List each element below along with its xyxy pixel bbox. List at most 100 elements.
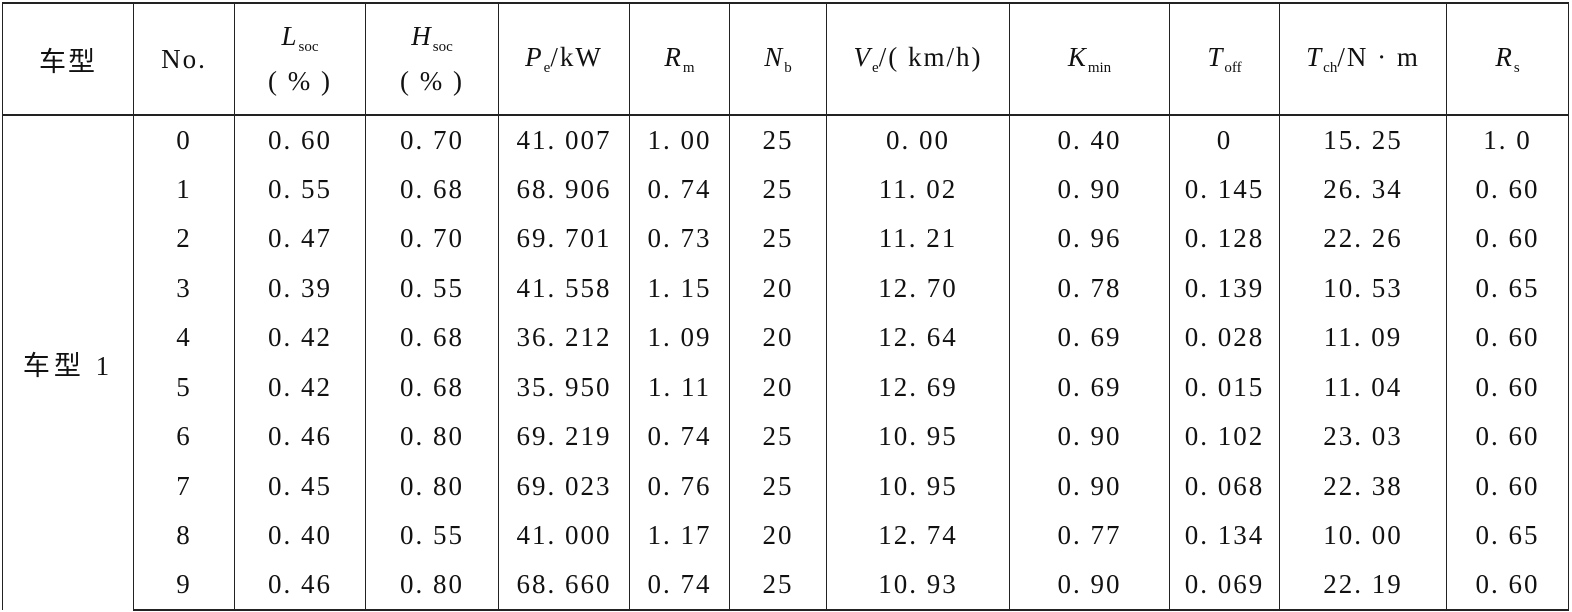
table-row: 7 0. 45 0. 80 69. 023 0. 76 25 10. 95 0. 90 0. 0… <box>3 461 1569 511</box>
cell-rm: 0. 73 <box>629 214 730 264</box>
cell-toff: 0. 028 <box>1169 313 1280 363</box>
cell-toff: 0. 069 <box>1169 560 1280 611</box>
cell-pe: 35. 950 <box>498 362 630 412</box>
cell-lsoc: 0. 55 <box>234 164 366 214</box>
cell-pe: 69. 701 <box>498 214 630 264</box>
table-row: 6 0. 46 0. 80 69. 219 0. 74 25 10. 95 0. 90 0. 1… <box>3 412 1569 462</box>
cell-toff: 0. 068 <box>1169 461 1280 511</box>
cell-pe: 69. 219 <box>498 412 630 462</box>
header-lsoc-unit: ( % ) <box>268 66 332 96</box>
cell-lsoc: 0. 47 <box>234 214 366 264</box>
cell-ve: 11. 21 <box>826 214 1010 264</box>
cell-nb: 25 <box>729 412 827 462</box>
cell-no: 8 <box>133 511 235 561</box>
cell-rs: 0. 65 <box>1446 511 1569 561</box>
cell-pe: 68. 660 <box>498 560 630 611</box>
cell-nb: 20 <box>729 511 827 561</box>
cell-tch: 11. 09 <box>1279 313 1447 363</box>
cell-toff: 0. 102 <box>1169 412 1280 462</box>
cell-hsoc: 0. 70 <box>365 214 499 264</box>
header-kmin-symbol: K <box>1067 41 1086 72</box>
table-row: 5 0. 42 0. 68 35. 950 1. 11 20 12. 69 0. 69 0. 0… <box>3 362 1569 412</box>
cell-tch: 26. 34 <box>1279 164 1447 214</box>
cell-rm: 1. 00 <box>629 115 730 165</box>
cell-kmin: 0. 78 <box>1009 263 1170 313</box>
cell-rm: 1. 15 <box>629 263 730 313</box>
cell-rs: 0. 60 <box>1446 214 1569 264</box>
cell-hsoc: 0. 55 <box>365 263 499 313</box>
cell-lsoc: 0. 45 <box>234 461 366 511</box>
table-row: 2 0. 47 0. 70 69. 701 0. 73 25 11. 21 0. 96 0. 1… <box>3 214 1569 264</box>
table-row: 4 0. 42 0. 68 36. 212 1. 09 20 12. 64 0. 69 0. 0… <box>3 313 1569 363</box>
cell-toff: 0. 139 <box>1169 263 1280 313</box>
cell-pe: 68. 906 <box>498 164 630 214</box>
cell-lsoc: 0. 42 <box>234 313 366 363</box>
cell-toff: 0. 015 <box>1169 362 1280 412</box>
cell-nb: 25 <box>729 214 827 264</box>
header-ve-symbol: V <box>853 41 871 72</box>
cell-rs: 1. 0 <box>1446 115 1569 165</box>
header-hsoc-unit: ( % ) <box>400 66 464 96</box>
cell-nb: 20 <box>729 313 827 363</box>
cell-toff: 0. 134 <box>1169 511 1280 561</box>
cell-tch: 22. 38 <box>1279 461 1447 511</box>
cell-kmin: 0. 96 <box>1009 214 1170 264</box>
cell-pe: 36. 212 <box>498 313 630 363</box>
cell-tch: 23. 03 <box>1279 412 1447 462</box>
cell-pe: 41. 558 <box>498 263 630 313</box>
cell-rm: 0. 74 <box>629 412 730 462</box>
cell-no: 1 <box>133 164 235 214</box>
table-row: 3 0. 39 0. 55 41. 558 1. 15 20 12. 70 0. 78 0. 1… <box>3 263 1569 313</box>
header-model: 车型 <box>2 2 134 116</box>
table-row: 8 0. 40 0. 55 41. 000 1. 17 20 12. 74 0. 77 0. 1… <box>3 511 1569 561</box>
table-row: 1 0. 55 0. 68 68. 906 0. 74 25 11. 02 0. 90 0. 1… <box>3 164 1569 214</box>
cell-rs: 0. 60 <box>1446 313 1569 363</box>
cell-lsoc: 0. 46 <box>234 560 366 611</box>
cell-kmin: 0. 69 <box>1009 313 1170 363</box>
cell-kmin: 0. 90 <box>1009 164 1170 214</box>
cell-no: 5 <box>133 362 235 412</box>
cell-tch: 10. 53 <box>1279 263 1447 313</box>
cell-rm: 1. 11 <box>629 362 730 412</box>
header-no: No. <box>133 2 235 116</box>
model-cell: 车型 1 <box>2 115 134 610</box>
cell-rm: 0. 74 <box>629 164 730 214</box>
cell-lsoc: 0. 60 <box>234 115 366 165</box>
header-pe-subscript: e <box>543 59 551 76</box>
header-ve-unit: /( km/h) <box>878 41 983 72</box>
cell-rs: 0. 60 <box>1446 560 1569 611</box>
cell-no: 9 <box>133 560 235 611</box>
cell-tch: 22. 19 <box>1279 560 1447 611</box>
cell-no: 7 <box>133 461 235 511</box>
cell-lsoc: 0. 40 <box>234 511 366 561</box>
header-rm-symbol: R <box>664 41 681 72</box>
cell-tch: 22. 26 <box>1279 214 1447 264</box>
cell-hsoc: 0. 80 <box>365 412 499 462</box>
cell-kmin: 0. 90 <box>1009 461 1170 511</box>
cell-toff: 0. 145 <box>1169 164 1280 214</box>
header-pe-unit: /kW <box>550 41 603 72</box>
cell-rm: 1. 17 <box>629 511 730 561</box>
cell-no: 4 <box>133 313 235 363</box>
cell-nb: 25 <box>729 560 827 611</box>
cell-kmin: 0. 69 <box>1009 362 1170 412</box>
header-toff-subscript: off <box>1224 59 1242 76</box>
header-no-label: No. <box>161 43 207 74</box>
header-model-label: 车型 <box>39 46 97 77</box>
cell-nb: 20 <box>729 263 827 313</box>
table-row: 9 0. 46 0. 80 68. 660 0. 74 25 10. 93 0. 90 0. 0… <box>3 560 1569 611</box>
header-toff-symbol: T <box>1207 41 1223 72</box>
cell-ve: 10. 95 <box>826 412 1010 462</box>
